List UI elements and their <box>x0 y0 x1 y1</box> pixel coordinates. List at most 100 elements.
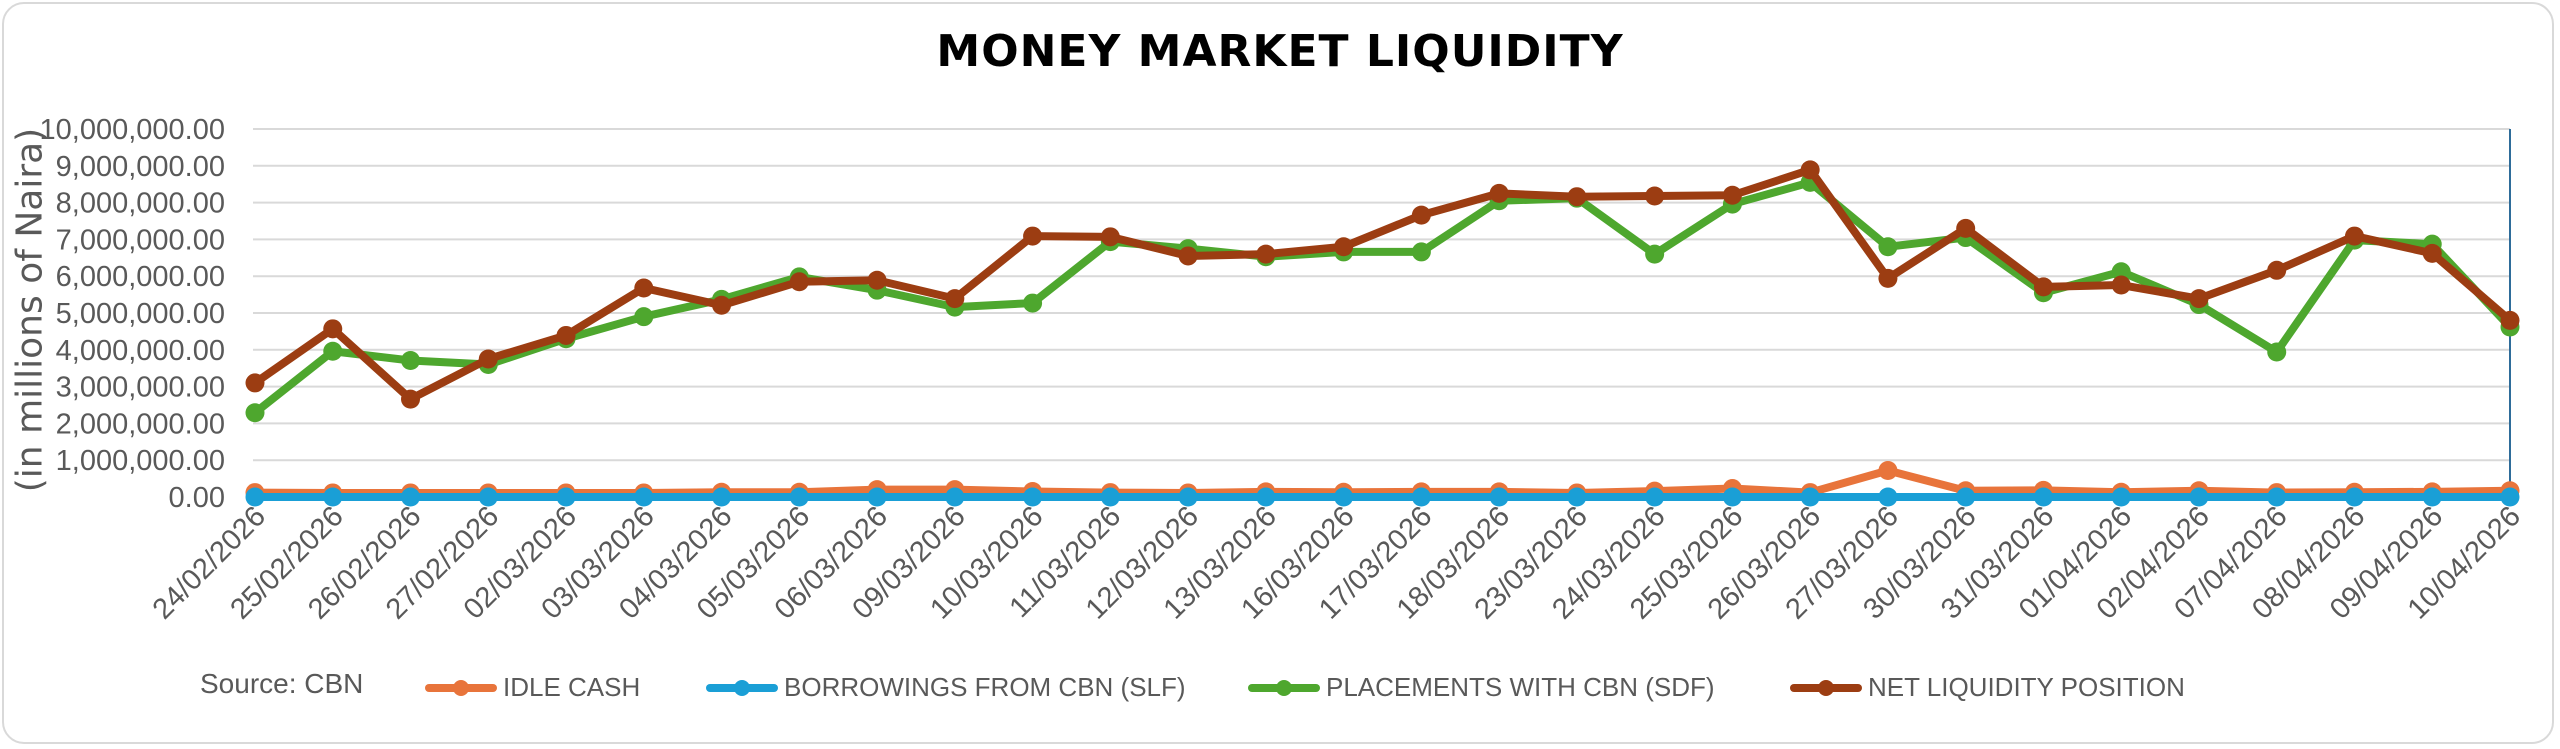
data-point-marker[interactable] <box>401 389 421 409</box>
y-tick-label: 7,000,000.00 <box>56 224 225 256</box>
data-point-marker[interactable] <box>1023 293 1043 313</box>
y-tick-label: 10,000,000.00 <box>40 114 225 146</box>
y-tick-label: 2,000,000.00 <box>56 408 225 440</box>
data-point-marker[interactable] <box>1411 242 1431 262</box>
data-point-marker[interactable] <box>867 487 887 507</box>
data-point-marker[interactable] <box>634 278 654 298</box>
data-point-marker[interactable] <box>1722 487 1742 507</box>
data-point-marker[interactable] <box>2267 342 2287 362</box>
data-point-marker[interactable] <box>2267 260 2287 280</box>
data-point-marker[interactable] <box>2422 487 2442 507</box>
data-point-marker[interactable] <box>1023 226 1043 246</box>
data-point-marker[interactable] <box>401 350 421 370</box>
legend-label: PLACEMENTS WITH CBN (SDF) <box>1326 672 1715 702</box>
data-point-marker[interactable] <box>1411 487 1431 507</box>
series-line <box>252 178 2513 416</box>
data-point-marker[interactable] <box>1023 487 1043 507</box>
data-point-marker[interactable] <box>1878 487 1898 507</box>
line-marker-icon <box>1790 676 1862 700</box>
legend-item-nlp[interactable]: NET LIQUIDITY POSITION <box>1790 672 2185 703</box>
data-point-marker[interactable] <box>712 487 732 507</box>
y-tick-label: 3,000,000.00 <box>56 372 225 404</box>
data-point-marker[interactable] <box>2111 275 2131 295</box>
data-point-marker[interactable] <box>556 325 576 345</box>
data-point-marker[interactable] <box>2500 310 2520 330</box>
data-point-marker[interactable] <box>945 289 965 309</box>
data-point-marker[interactable] <box>478 349 498 369</box>
data-point-marker[interactable] <box>2344 487 2364 507</box>
data-point-marker[interactable] <box>1956 218 1976 238</box>
data-point-marker[interactable] <box>1489 487 1509 507</box>
data-point-marker[interactable] <box>634 487 654 507</box>
data-point-marker[interactable] <box>1100 227 1120 247</box>
data-point-marker[interactable] <box>1878 268 1898 288</box>
data-point-marker[interactable] <box>1800 160 1820 180</box>
data-point-marker[interactable] <box>1956 487 1976 507</box>
data-point-marker[interactable] <box>1722 185 1742 205</box>
data-point-marker[interactable] <box>2500 487 2520 507</box>
line-marker-icon <box>706 676 778 700</box>
y-tick-label: 1,000,000.00 <box>56 445 225 477</box>
line-marker-icon <box>1248 676 1320 700</box>
legend-item-slf[interactable]: BORROWINGS FROM CBN (SLF) <box>706 672 1186 703</box>
data-point-marker[interactable] <box>1800 487 1820 507</box>
data-point-marker[interactable] <box>2111 487 2131 507</box>
data-point-marker[interactable] <box>1178 246 1198 266</box>
data-point-marker[interactable] <box>245 373 265 393</box>
source-note: Source: CBN <box>200 668 364 699</box>
legend-item-sdf[interactable]: PLACEMENTS WITH CBN (SDF) <box>1248 672 1715 703</box>
legend-label: NET LIQUIDITY POSITION <box>1868 672 2185 702</box>
y-tick-label: 0.00 <box>169 482 225 514</box>
y-tick-label: 8,000,000.00 <box>56 188 225 220</box>
data-point-marker[interactable] <box>1645 244 1665 264</box>
data-point-marker[interactable] <box>712 295 732 315</box>
data-point-marker[interactable] <box>2422 243 2442 263</box>
data-point-marker[interactable] <box>1334 487 1354 507</box>
data-point-marker[interactable] <box>1100 487 1120 507</box>
y-axis-ticks: 0.00 1,000,000.00 2,000,000.00 3,000,000.00… <box>40 114 225 514</box>
data-point-marker[interactable] <box>2111 262 2131 282</box>
data-point-marker[interactable] <box>401 487 421 507</box>
data-point-marker[interactable] <box>1567 187 1587 207</box>
data-point-marker[interactable] <box>1256 244 1276 264</box>
data-point-marker[interactable] <box>789 487 809 507</box>
y-tick-label: 5,000,000.00 <box>56 298 225 330</box>
legend-label: IDLE CASH <box>503 672 641 702</box>
data-point-marker[interactable] <box>867 270 887 290</box>
data-point-marker[interactable] <box>1178 487 1198 507</box>
data-point-marker[interactable] <box>1489 183 1509 203</box>
data-point-marker[interactable] <box>323 341 343 361</box>
data-point-marker[interactable] <box>245 403 265 423</box>
legend-dot <box>1276 679 1292 696</box>
data-point-marker[interactable] <box>2033 277 2053 297</box>
data-point-marker[interactable] <box>556 487 576 507</box>
chart-title: MONEY MARKET LIQUIDITY <box>936 26 1624 77</box>
data-point-marker[interactable] <box>945 487 965 507</box>
data-point-marker[interactable] <box>1411 205 1431 225</box>
data-point-marker[interactable] <box>634 307 654 327</box>
data-point-marker[interactable] <box>2344 226 2364 246</box>
data-point-marker[interactable] <box>1878 461 1898 481</box>
data-point-marker[interactable] <box>323 319 343 339</box>
data-point-marker[interactable] <box>2033 487 2053 507</box>
data-point-marker[interactable] <box>478 487 498 507</box>
data-point-marker[interactable] <box>2267 487 2287 507</box>
data-point-marker[interactable] <box>1567 487 1587 507</box>
data-point-marker[interactable] <box>2189 487 2209 507</box>
series-line <box>252 165 2513 404</box>
data-point-marker[interactable] <box>245 487 265 507</box>
legend-dot <box>1818 679 1834 696</box>
data-point-marker[interactable] <box>323 487 343 507</box>
gridlines <box>253 128 2510 498</box>
data-point-marker[interactable] <box>1334 237 1354 257</box>
legend-item-idle-cash[interactable]: IDLE CASH <box>425 672 640 703</box>
data-point-marker[interactable] <box>1645 487 1665 507</box>
y-tick-label: 4,000,000.00 <box>56 335 225 367</box>
data-point-marker[interactable] <box>1878 237 1898 257</box>
data-point-marker[interactable] <box>2189 289 2209 309</box>
line-marker-icon <box>425 676 497 700</box>
data-point-marker[interactable] <box>1256 487 1276 507</box>
data-point-marker[interactable] <box>1645 186 1665 206</box>
data-point-marker[interactable] <box>789 272 809 292</box>
